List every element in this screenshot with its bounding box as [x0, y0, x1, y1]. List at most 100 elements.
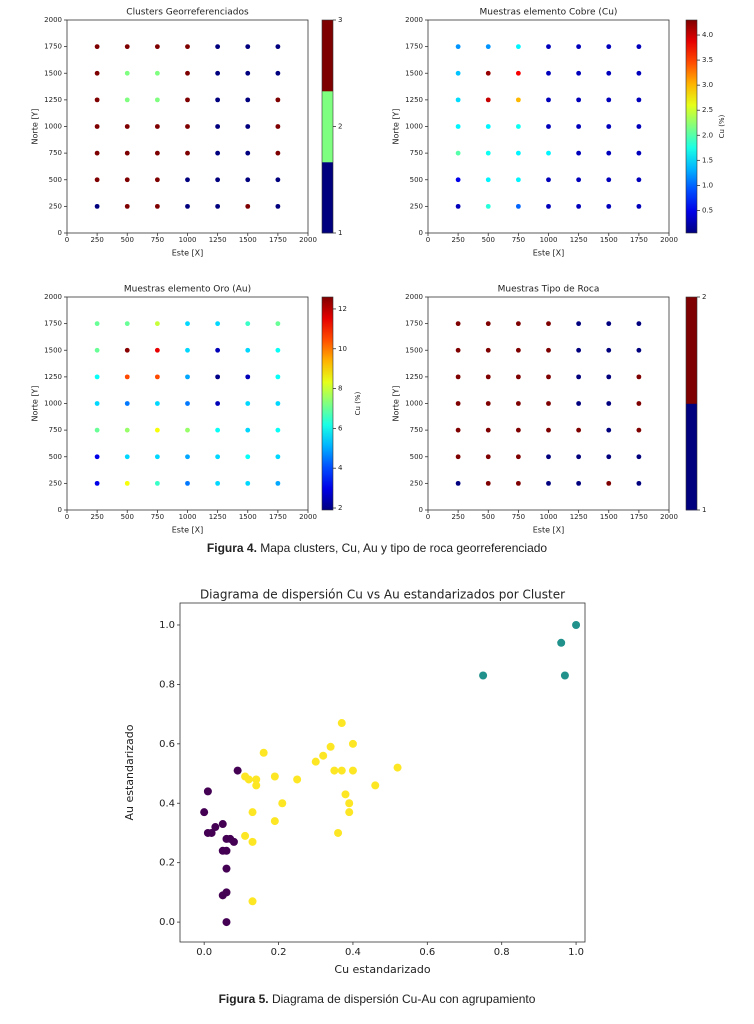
colorbar-tick-label: 2.5 [702, 106, 713, 114]
x-tick-label: 2000 [299, 513, 317, 521]
point [154, 401, 160, 406]
point [245, 401, 251, 406]
point [515, 150, 521, 156]
y-tick-label: 0 [419, 506, 423, 514]
point [248, 897, 257, 906]
point [606, 44, 612, 50]
plot-frame [179, 602, 586, 943]
colorbar-tick-label: 4 [338, 464, 343, 472]
point [124, 70, 130, 76]
point [215, 480, 221, 486]
point [94, 177, 100, 183]
y-tick-label: 500 [410, 453, 423, 461]
y-tick-label: 2000 [44, 293, 62, 301]
colorbar-label: Cu (%) [354, 391, 362, 415]
x-tick-label: 1500 [239, 513, 257, 521]
y-tick-label: 1250 [44, 96, 62, 104]
colorbar-segment [686, 297, 697, 404]
point [576, 321, 582, 327]
point [215, 374, 221, 380]
point [248, 808, 257, 817]
y-tick-label: 1500 [405, 346, 423, 354]
point [94, 401, 100, 406]
x-tick-label: 0.2 [271, 947, 287, 958]
point [560, 671, 569, 680]
y-tick-label: 1750 [405, 320, 423, 328]
point [275, 401, 281, 406]
point [94, 427, 100, 433]
y-tick-label: 0 [419, 229, 423, 237]
point [576, 150, 582, 156]
x-tick-label: 2000 [660, 236, 678, 244]
point [185, 124, 190, 129]
point [241, 831, 250, 840]
colorbar-frame [321, 296, 334, 511]
point [278, 799, 287, 808]
y-tick-label: 250 [410, 479, 423, 487]
point [275, 203, 281, 209]
colorbar-segment [322, 20, 333, 92]
point [275, 374, 281, 380]
point [546, 480, 551, 486]
x-tick-label: 750 [151, 236, 164, 244]
colorbar-frame [685, 19, 698, 234]
point [515, 347, 521, 353]
point [245, 177, 251, 183]
point [94, 70, 100, 76]
point [330, 766, 339, 775]
point [185, 177, 190, 183]
point [154, 321, 160, 327]
point [636, 480, 642, 486]
point [546, 427, 551, 433]
point [211, 823, 220, 832]
point [606, 203, 612, 209]
colorbar-tick-label: 0.5 [702, 206, 713, 214]
point [248, 837, 257, 846]
x-tick-label: 750 [151, 513, 164, 521]
x-tick-label: 0.8 [494, 947, 510, 958]
point [275, 480, 281, 486]
point [185, 150, 190, 156]
x-tick-label: 500 [482, 236, 495, 244]
y-tick-label: 1500 [44, 69, 62, 77]
point [215, 427, 221, 433]
point [275, 454, 281, 460]
point [455, 150, 461, 156]
point [245, 70, 251, 76]
point [334, 828, 343, 837]
y-tick-label: 1500 [405, 69, 423, 77]
point [485, 347, 491, 353]
point [94, 321, 100, 327]
point [636, 374, 642, 380]
point [215, 124, 221, 129]
y-tick-label: 1000 [405, 123, 423, 131]
point [245, 150, 251, 156]
point [124, 321, 130, 327]
colorbar-tick-label: 3 [338, 16, 342, 24]
point [185, 347, 190, 353]
x-tick-label: 1500 [600, 513, 618, 521]
y-axis-label: Norte [Y] [31, 386, 40, 422]
point [576, 177, 582, 183]
point [154, 44, 160, 50]
point [275, 70, 281, 76]
point [546, 150, 551, 156]
point [485, 454, 491, 460]
colorbar-label: Cu (%) [718, 114, 726, 138]
point [636, 97, 642, 103]
y-tick-label: 1750 [44, 320, 62, 328]
point [124, 480, 130, 486]
colorbar-tick-label: 1.5 [702, 156, 713, 164]
x-tick-label: 1000 [179, 513, 197, 521]
point [319, 751, 328, 760]
point [576, 347, 582, 353]
point [485, 44, 491, 50]
point [124, 374, 130, 380]
point [576, 203, 582, 209]
point [154, 177, 160, 183]
y-tick-label: 2000 [405, 293, 423, 301]
point [515, 97, 521, 103]
point [576, 70, 582, 76]
x-tick-label: 2000 [660, 513, 678, 521]
colorbar-tick-label: 2 [702, 293, 706, 301]
